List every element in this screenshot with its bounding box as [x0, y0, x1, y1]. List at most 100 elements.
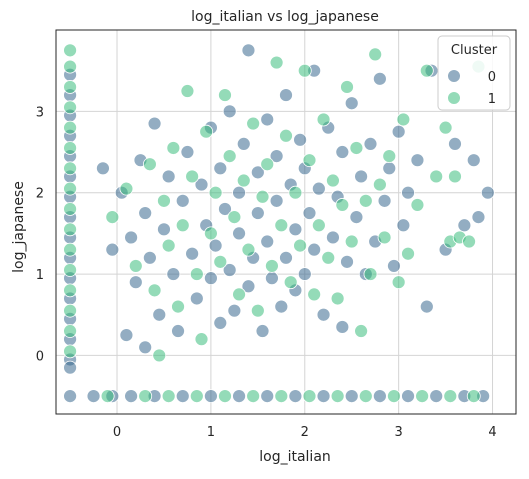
data-point-cluster-0: [373, 72, 386, 85]
data-point-cluster-1: [64, 264, 77, 277]
data-point-cluster-0: [448, 137, 461, 150]
data-point-cluster-1: [430, 170, 443, 183]
data-point-cluster-1: [439, 121, 452, 134]
data-point-cluster-1: [190, 268, 203, 281]
data-point-cluster-0: [209, 239, 222, 252]
data-point-cluster-1: [420, 64, 433, 77]
data-point-cluster-0: [345, 390, 358, 403]
data-point-cluster-1: [359, 390, 372, 403]
data-point-cluster-0: [312, 182, 325, 195]
data-point-cluster-1: [186, 170, 199, 183]
data-point-cluster-1: [176, 219, 189, 232]
data-point-cluster-1: [359, 194, 372, 207]
data-point-cluster-1: [64, 60, 77, 73]
data-point-cluster-1: [64, 284, 77, 297]
legend-label-0: 0: [488, 70, 496, 85]
data-point-cluster-1: [303, 390, 316, 403]
data-point-cluster-0: [411, 154, 424, 167]
data-point-cluster-0: [308, 243, 321, 256]
data-point-cluster-1: [120, 182, 133, 195]
data-point-cluster-0: [298, 268, 311, 281]
data-point-cluster-1: [218, 390, 231, 403]
data-point-cluster-1: [64, 304, 77, 317]
data-point-cluster-1: [331, 292, 344, 305]
data-point-cluster-1: [228, 211, 241, 224]
data-point-cluster-0: [87, 390, 100, 403]
data-point-cluster-0: [294, 133, 307, 146]
data-point-cluster-0: [172, 325, 185, 338]
data-point-cluster-1: [64, 162, 77, 175]
data-point-cluster-1: [64, 182, 77, 195]
data-point-cluster-1: [303, 154, 316, 167]
data-point-cluster-1: [317, 113, 330, 126]
data-point-cluster-0: [303, 207, 316, 220]
points-layer: [64, 44, 495, 403]
x-tick-label: 0: [113, 425, 121, 440]
data-point-cluster-1: [270, 56, 283, 69]
data-point-cluster-0: [214, 162, 227, 175]
data-point-cluster-0: [204, 272, 217, 285]
data-point-cluster-0: [336, 320, 349, 333]
data-point-cluster-1: [463, 235, 476, 248]
data-point-cluster-1: [214, 255, 227, 268]
data-point-cluster-1: [237, 174, 250, 187]
data-point-cluster-1: [322, 251, 335, 264]
legend-marker-1: [448, 92, 461, 105]
data-point-cluster-1: [251, 304, 264, 317]
data-point-cluster-0: [190, 292, 203, 305]
data-point-cluster-0: [251, 207, 264, 220]
data-point-cluster-0: [467, 154, 480, 167]
data-point-cluster-0: [317, 308, 330, 321]
data-point-cluster-1: [64, 44, 77, 57]
legend-marker-0: [448, 70, 461, 83]
data-point-cluster-0: [317, 390, 330, 403]
data-point-cluster-1: [280, 129, 293, 142]
data-point-cluster-1: [397, 113, 410, 126]
data-point-cluster-1: [209, 186, 222, 199]
data-point-cluster-0: [430, 390, 443, 403]
data-point-cluster-1: [64, 80, 77, 93]
data-point-cluster-1: [64, 101, 77, 114]
data-point-cluster-1: [355, 325, 368, 338]
data-point-cluster-1: [200, 125, 213, 138]
data-point-cluster-1: [350, 141, 363, 154]
data-point-cluster-1: [190, 390, 203, 403]
data-point-cluster-1: [64, 141, 77, 154]
data-point-cluster-1: [336, 198, 349, 211]
data-point-cluster-0: [345, 97, 358, 110]
data-point-cluster-1: [101, 390, 114, 403]
x-tick-label: 1: [207, 425, 215, 440]
legend: Cluster 0 1: [438, 36, 510, 110]
data-point-cluster-0: [256, 325, 269, 338]
x-tick-label: 4: [488, 425, 496, 440]
data-point-cluster-1: [148, 284, 161, 297]
x-axis-label: log_italian: [259, 449, 331, 465]
data-point-cluster-0: [157, 223, 170, 236]
data-point-cluster-0: [261, 113, 274, 126]
data-point-cluster-1: [383, 150, 396, 163]
data-point-cluster-1: [162, 239, 175, 252]
data-point-cluster-0: [378, 194, 391, 207]
data-point-cluster-0: [176, 194, 189, 207]
data-point-cluster-0: [176, 390, 189, 403]
data-point-cluster-1: [341, 80, 354, 93]
data-point-cluster-0: [397, 219, 410, 232]
data-point-cluster-0: [125, 390, 138, 403]
data-point-cluster-1: [153, 349, 166, 362]
data-point-cluster-0: [148, 117, 161, 130]
data-point-cluster-0: [265, 272, 278, 285]
data-point-cluster-1: [256, 190, 269, 203]
data-point-cluster-0: [326, 231, 339, 244]
data-point-cluster-1: [345, 235, 358, 248]
data-point-cluster-1: [143, 158, 156, 171]
data-point-cluster-0: [129, 276, 142, 289]
data-point-cluster-0: [280, 251, 293, 264]
data-point-cluster-1: [64, 345, 77, 358]
data-point-cluster-1: [467, 390, 480, 403]
data-point-cluster-1: [387, 390, 400, 403]
data-point-cluster-1: [218, 89, 231, 102]
data-point-cluster-1: [157, 194, 170, 207]
data-point-cluster-1: [64, 325, 77, 338]
data-point-cluster-0: [261, 390, 274, 403]
